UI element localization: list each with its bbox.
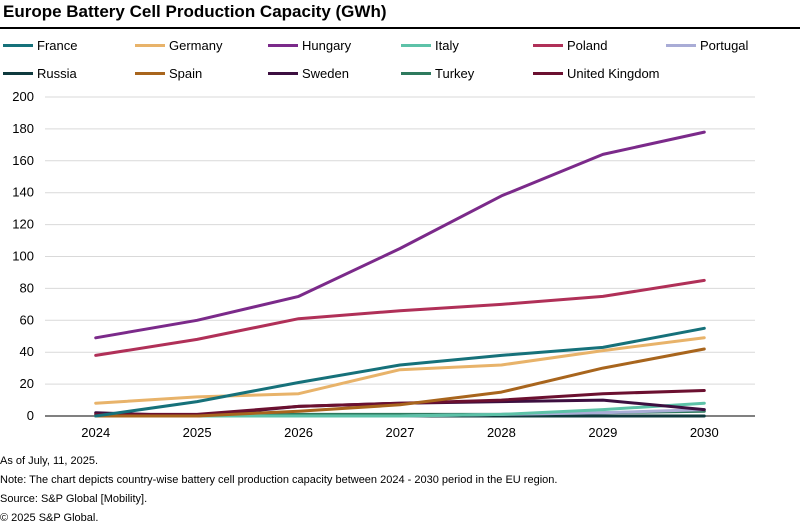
- legend-label: Portugal: [700, 37, 749, 53]
- y-tick-label: 180: [12, 121, 34, 136]
- chart-title: Europe Battery Cell Production Capacity …: [3, 2, 387, 21]
- y-tick-label: 0: [27, 408, 34, 423]
- x-tick-label: 2030: [690, 425, 719, 440]
- x-tick-label: 2024: [81, 425, 110, 440]
- legend-item-france: France: [3, 36, 77, 54]
- series-line-hungary: [94, 130, 706, 340]
- footnote-date: As of July, 11, 2025.: [0, 455, 99, 467]
- x-tick-label: 2027: [386, 425, 415, 440]
- legend-item-germany: Germany: [135, 36, 222, 54]
- legend-swatch: [268, 43, 298, 47]
- legend-label: Hungary: [302, 37, 352, 53]
- x-tick-label: 2029: [588, 425, 617, 440]
- legend-label: Russia: [37, 65, 77, 81]
- legend-item-russia: Russia: [3, 64, 77, 82]
- y-tick-label: 80: [20, 280, 34, 295]
- legend-swatch: [401, 43, 431, 47]
- legend-item-hungary: Hungary: [268, 36, 351, 54]
- legend-item-portugal: Portugal: [666, 36, 748, 54]
- series-line-germany: [94, 336, 706, 405]
- x-tick-label: 2026: [284, 425, 313, 440]
- series-line-united-kingdom: [94, 389, 706, 416]
- line-chart: 0 20 40 60 80 100 120 140 160 180 200 2024 2025 2026 2…: [12, 89, 755, 440]
- legend-swatch: [3, 43, 33, 47]
- legend-label: Turkey: [435, 65, 475, 81]
- footnote-note: Note: The chart depicts country-wise bat…: [0, 474, 558, 486]
- footnote-copyright: © 2025 S&P Global.: [0, 512, 99, 524]
- legend-item-italy: Italy: [401, 36, 459, 54]
- legend-swatch: [533, 43, 563, 47]
- y-tick-label: 160: [12, 153, 34, 168]
- legend-swatch: [533, 71, 563, 75]
- legend-label: Sweden: [302, 65, 349, 81]
- legend-label: Germany: [169, 37, 223, 53]
- legend-label: Poland: [567, 37, 608, 53]
- y-tick-label: 40: [20, 344, 34, 359]
- footnotes: As of July, 11, 2025. Note: The chart de…: [0, 452, 800, 528]
- series-line-poland: [94, 278, 706, 357]
- legend-item-poland: Poland: [533, 36, 607, 54]
- legend-swatch: [666, 43, 696, 47]
- y-tick-label: 60: [20, 312, 34, 327]
- title-divider: [0, 27, 800, 29]
- y-tick-label: 20: [20, 376, 34, 391]
- y-tick-label: 100: [12, 249, 34, 264]
- legend-label: United Kingdom: [567, 65, 660, 81]
- legend-swatch: [3, 71, 33, 75]
- footnote-source: Source: S&P Global [Mobility].: [0, 493, 148, 505]
- y-tick-label: 140: [12, 185, 34, 200]
- y-tick-label: 120: [12, 217, 34, 232]
- legend-swatch: [268, 71, 298, 75]
- legend-item-spain: Spain: [135, 64, 202, 82]
- legend-item-turkey: Turkey: [401, 64, 474, 82]
- x-tick-label: 2025: [183, 425, 212, 440]
- legend-swatch: [401, 71, 431, 75]
- legend-label: Italy: [435, 37, 459, 53]
- legend-swatch: [135, 71, 165, 75]
- legend-label: Spain: [169, 65, 203, 81]
- legend-swatch: [135, 43, 165, 47]
- series-line-spain: [94, 347, 706, 418]
- chart-legend: France Germany Hungary Italy Poland Portugal R…: [0, 35, 800, 85]
- y-tick-label: 200: [12, 89, 34, 104]
- x-tick-label: 2028: [487, 425, 516, 440]
- legend-item-sweden: Sweden: [268, 64, 349, 82]
- series-line-france: [94, 326, 706, 418]
- legend-label: France: [37, 37, 78, 53]
- legend-item-united-kingdom: United Kingdom: [533, 64, 660, 82]
